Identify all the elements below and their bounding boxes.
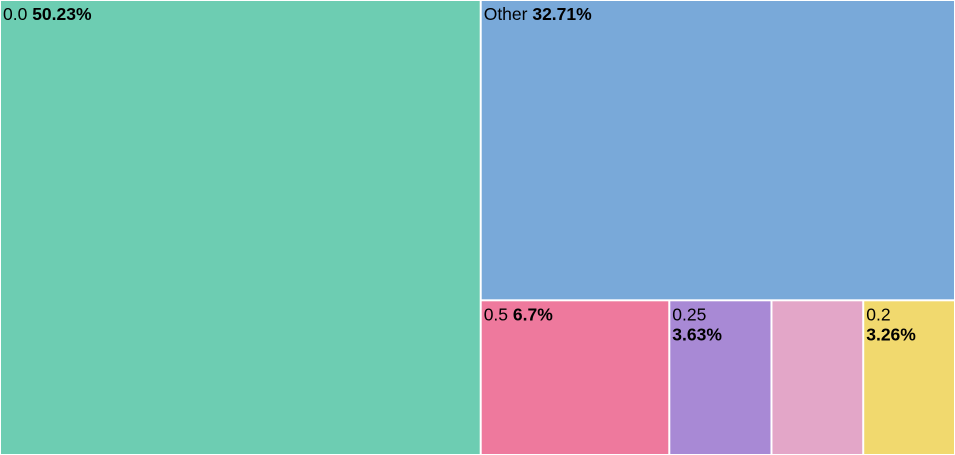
tile-percentage: 50.23% — [32, 4, 92, 24]
treemap-rect-unlabeled-4[interactable] — [772, 301, 863, 454]
treemap-rect-0-0[interactable] — [1, 1, 480, 454]
tile-category: Other — [484, 4, 533, 24]
tile-percentage: 6.7% — [513, 304, 553, 324]
tile-category: 0.5 — [484, 304, 513, 324]
treemap-tile-0-5[interactable]: 0.5 6.7% — [481, 301, 669, 454]
treemap-value-0-2: 3.26% — [866, 324, 916, 344]
treemap-tile-0-2[interactable]: 0.23.26% — [864, 301, 954, 454]
treemap-label-0-5: 0.5 6.7% — [484, 304, 554, 324]
treemap-rect-0-5[interactable] — [481, 301, 669, 454]
treemap-value-0-25: 3.63% — [672, 324, 722, 344]
treemap-rect-0-25[interactable] — [670, 301, 771, 454]
treemap-rect-other[interactable] — [481, 1, 954, 300]
treemap-tile-other[interactable]: Other 32.71% — [481, 1, 954, 300]
treemap-tile-unlabeled-4[interactable] — [772, 301, 863, 454]
treemap-label-other: Other 32.71% — [484, 4, 592, 24]
treemap-label-0-2: 0.2 — [866, 304, 890, 324]
treemap-rect-0-2[interactable] — [864, 301, 954, 454]
treemap-tile-0-0[interactable]: 0.0 50.23% — [1, 1, 480, 454]
treemap-label-0-25: 0.25 — [672, 304, 706, 324]
tile-category: 0.0 — [3, 4, 32, 24]
tile-percentage: 32.71% — [532, 4, 592, 24]
treemap-tile-0-25[interactable]: 0.253.63% — [670, 301, 771, 454]
treemap-label-0-0: 0.0 50.23% — [3, 4, 92, 24]
